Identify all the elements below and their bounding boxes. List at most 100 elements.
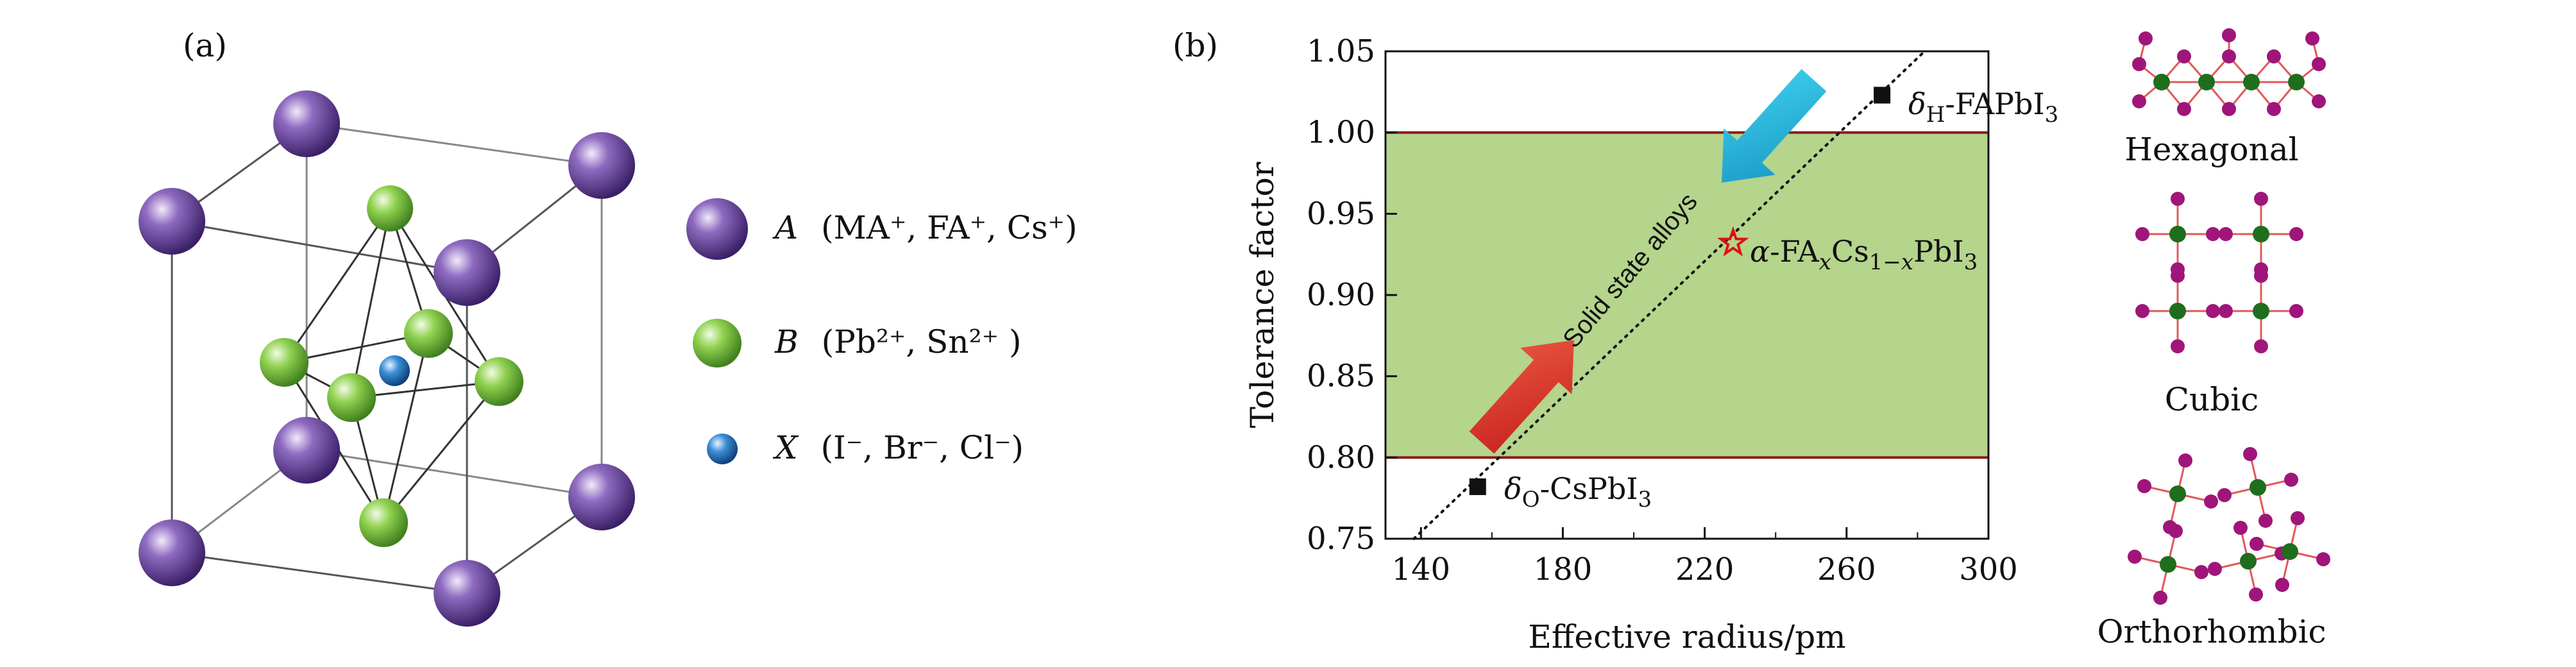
b-site-atom	[367, 185, 413, 232]
a-site-atom	[434, 560, 500, 627]
cation-node	[2243, 74, 2260, 90]
panel-b-label: (b)	[1173, 27, 1218, 64]
y-tick-label: 0.75	[1307, 521, 1375, 557]
anion-node	[2204, 494, 2218, 509]
y-tick-label: 0.80	[1307, 439, 1375, 475]
cyan-arrow	[1722, 69, 1827, 183]
b-site-atom	[327, 373, 376, 422]
anion-node	[2222, 102, 2236, 116]
legend-x-icon	[707, 434, 738, 464]
structure-label-cubic: Cubic	[2165, 381, 2258, 418]
label-alpha: α-FAxCs1−xPbI3	[1750, 234, 1978, 275]
cation-node	[2169, 226, 2186, 242]
hexagonal-structure	[2132, 28, 2326, 116]
anion-node	[2312, 57, 2326, 71]
legend: A (MA⁺, FA⁺, Cs⁺) B (Pb²⁺, Sn²⁺ ) X (I⁻,…	[686, 198, 1077, 466]
cation-node	[2169, 485, 2186, 502]
x-tick-label: 220	[1675, 552, 1734, 587]
anion-node	[2177, 102, 2191, 116]
anion-node	[2254, 339, 2268, 353]
x-tick-label: 140	[1391, 552, 1450, 587]
anion-node	[2249, 587, 2263, 602]
cation-node	[2160, 556, 2176, 573]
a-site-atom	[568, 464, 635, 530]
anion-node	[2194, 565, 2208, 579]
b-site-atom	[359, 498, 408, 547]
b-site-atom	[404, 309, 453, 358]
y-tick-label: 1.05	[1307, 33, 1375, 69]
anion-node	[2171, 339, 2185, 353]
cation-node	[2282, 543, 2298, 560]
legend-a-species: (MA⁺, FA⁺, Cs⁺)	[821, 209, 1077, 246]
label-delta-h: δH-FAPbI3	[1908, 87, 2058, 128]
orthorhombic-structure	[2128, 447, 2330, 605]
anion-node	[2254, 192, 2268, 206]
structure-label-orthorhombic: Orthorhombic	[2097, 613, 2326, 650]
legend-a-icon	[686, 198, 748, 260]
x-tick-label: 260	[1817, 552, 1876, 587]
cation-node	[2198, 74, 2215, 90]
anion-node	[2267, 49, 2281, 63]
anion-node	[2208, 562, 2222, 576]
atoms	[139, 90, 635, 627]
label-delta-o: δO-CsPbI3	[1504, 471, 1652, 512]
structure-label-hexagonal: Hexagonal	[2124, 131, 2298, 168]
data-point	[1717, 226, 1749, 257]
y-tick-label: 0.90	[1307, 277, 1375, 313]
anion-node	[2206, 304, 2220, 318]
b-site-atom	[475, 357, 523, 406]
cation-node	[2288, 74, 2305, 90]
anion-node	[2291, 511, 2305, 525]
anion-node	[2135, 227, 2149, 241]
cation-node	[2153, 74, 2170, 90]
anion-node	[2243, 447, 2257, 461]
anion-node	[2206, 227, 2220, 241]
tolerance-chart: 140 180 220 260 300 0.75 0.80 0.85 0.90 0.95 1.00…	[1244, 33, 2058, 655]
anion-node	[2258, 514, 2273, 528]
stability-band	[1385, 132, 1988, 458]
anion-node	[2222, 49, 2236, 63]
anion-node	[2219, 304, 2233, 318]
x-tick-label: 300	[1959, 552, 2018, 587]
a-site-atom	[434, 239, 500, 306]
b-site-atom	[260, 338, 309, 387]
panel-a-label: (a)	[183, 27, 227, 64]
legend-x-symbol: X	[772, 429, 799, 466]
anion-node	[2312, 94, 2326, 108]
anion-node	[2169, 524, 2183, 538]
anion-node	[2177, 49, 2191, 63]
anion-node	[2267, 102, 2281, 116]
y-tick-label: 0.85	[1307, 359, 1375, 394]
anion-node	[2316, 552, 2330, 566]
anion-node	[2254, 269, 2268, 283]
anion-node	[2217, 488, 2232, 502]
data-point	[1874, 87, 1891, 104]
anion-node	[2305, 31, 2319, 46]
anion-node	[2222, 28, 2236, 42]
a-site-atom	[273, 90, 340, 157]
x-axis-label: Effective radius/pm	[1528, 618, 1845, 655]
cubic-structure	[2135, 192, 2303, 353]
legend-b-text: B (Pb²⁺, Sn²⁺ )	[774, 323, 1021, 360]
anion-node	[2135, 304, 2149, 318]
anion-node	[2219, 227, 2233, 241]
cation-node	[2240, 553, 2257, 570]
anion-node	[2128, 550, 2142, 564]
cation-node	[2253, 303, 2269, 319]
a-site-atom	[139, 188, 205, 255]
anion-node	[2178, 453, 2192, 468]
anion-node	[2137, 479, 2151, 493]
y-tick-label: 1.00	[1307, 115, 1375, 151]
anion-node	[2275, 578, 2289, 592]
legend-a-text: A (MA⁺, FA⁺, Cs⁺)	[772, 209, 1077, 246]
legend-a-symbol: A	[772, 209, 798, 246]
a-site-atom	[139, 519, 205, 586]
anion-node	[2139, 31, 2153, 46]
x-site-atom	[379, 355, 410, 386]
red-arrow	[1469, 340, 1574, 454]
legend-x-species: (I⁻, Br⁻, Cl⁻)	[821, 429, 1024, 466]
anion-node	[2289, 304, 2303, 318]
anion-node	[2250, 537, 2264, 551]
a-site-atom	[273, 417, 340, 484]
a-site-atom	[568, 132, 635, 199]
